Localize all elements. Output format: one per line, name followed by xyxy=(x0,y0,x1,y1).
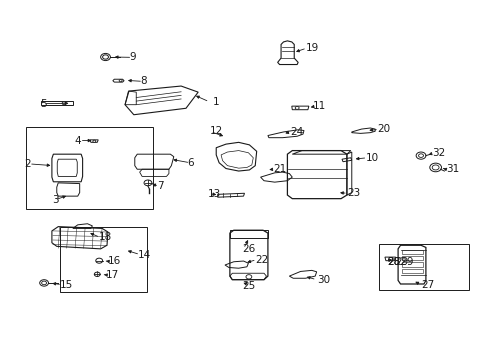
Circle shape xyxy=(101,53,110,60)
Text: 29: 29 xyxy=(395,257,408,267)
Text: 8: 8 xyxy=(141,76,147,86)
Text: 17: 17 xyxy=(105,270,119,280)
Text: 10: 10 xyxy=(365,153,378,163)
Circle shape xyxy=(295,107,299,109)
Text: 6: 6 xyxy=(187,158,194,168)
Circle shape xyxy=(388,257,392,260)
Text: 21: 21 xyxy=(273,164,286,174)
Text: 31: 31 xyxy=(445,164,458,174)
Text: 9: 9 xyxy=(129,52,135,62)
Circle shape xyxy=(119,80,122,82)
Text: 28: 28 xyxy=(386,257,400,267)
Circle shape xyxy=(245,275,251,279)
Text: 30: 30 xyxy=(316,275,329,285)
Text: 18: 18 xyxy=(99,232,112,242)
Circle shape xyxy=(431,165,438,170)
Text: 1: 1 xyxy=(212,97,219,107)
Circle shape xyxy=(96,258,102,263)
Text: 11: 11 xyxy=(313,101,326,111)
Circle shape xyxy=(415,152,425,159)
Bar xyxy=(378,244,468,290)
Text: 16: 16 xyxy=(108,256,121,266)
Text: 20: 20 xyxy=(377,125,390,134)
Text: 12: 12 xyxy=(209,126,222,135)
Circle shape xyxy=(62,102,66,105)
Text: 3: 3 xyxy=(52,195,59,205)
Text: 14: 14 xyxy=(138,249,151,260)
Circle shape xyxy=(93,140,96,142)
Text: 22: 22 xyxy=(255,255,268,265)
Text: 19: 19 xyxy=(305,43,319,53)
Circle shape xyxy=(418,154,423,157)
Text: 4: 4 xyxy=(75,136,81,145)
Text: 27: 27 xyxy=(420,280,433,290)
Circle shape xyxy=(41,281,46,285)
Circle shape xyxy=(144,180,152,186)
Text: 13: 13 xyxy=(207,189,221,199)
Text: 2829: 2829 xyxy=(386,257,413,267)
Text: 5: 5 xyxy=(41,99,47,109)
Text: 32: 32 xyxy=(431,148,445,158)
Text: 24: 24 xyxy=(290,127,303,136)
Circle shape xyxy=(429,163,441,172)
Circle shape xyxy=(40,280,48,286)
Text: 7: 7 xyxy=(157,181,163,191)
Text: 2: 2 xyxy=(24,159,31,169)
Text: 26: 26 xyxy=(242,244,255,254)
Text: 23: 23 xyxy=(346,188,359,198)
Text: 25: 25 xyxy=(242,281,255,291)
Text: 15: 15 xyxy=(60,280,73,290)
Circle shape xyxy=(94,272,100,276)
Circle shape xyxy=(102,55,108,59)
Bar xyxy=(26,127,153,210)
Bar xyxy=(60,227,147,292)
